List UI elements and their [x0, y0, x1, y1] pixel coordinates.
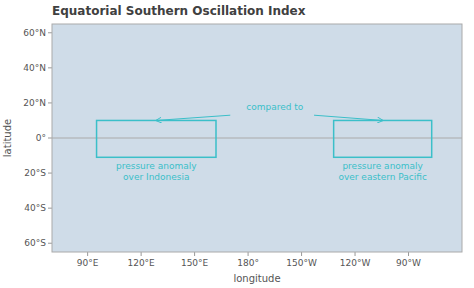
- x-tick-label: 150°W: [286, 258, 317, 268]
- y-tick: [48, 102, 52, 103]
- region-label-line: over eastern Pacific: [338, 172, 427, 182]
- y-tick-label: 40°N: [23, 63, 46, 73]
- y-tick: [48, 32, 52, 33]
- arrow: [314, 115, 383, 120]
- axes: 90°E 120°E 150°E 180° 150°W 120°W 90°W 60°S 40°S…: [23, 28, 421, 268]
- equator-line: [52, 138, 462, 139]
- y-tick-label: 40°S: [24, 203, 46, 213]
- y-tick-label: 0°: [36, 133, 46, 143]
- y-tick-label: 20°N: [23, 98, 46, 108]
- x-tick-label: 150°E: [181, 258, 209, 268]
- x-tick-label: 120°E: [127, 258, 155, 268]
- plot-frame: [52, 24, 462, 252]
- region-label-line: over Indonesia: [123, 172, 189, 182]
- y-tick: [48, 208, 52, 209]
- y-tick-label: 20°S: [24, 168, 46, 178]
- title: Equatorial Southern Oscillation Index: [52, 4, 306, 18]
- arrow: [156, 115, 230, 120]
- region-label-line: pressure anomaly: [116, 161, 197, 171]
- x-tick: [301, 252, 302, 256]
- x-tick: [87, 252, 88, 256]
- y-axis-label: latitude: [2, 119, 13, 157]
- x-tick-label: 90°W: [396, 258, 421, 268]
- x-tick: [194, 252, 195, 256]
- plot-marks: [52, 115, 462, 157]
- y-tick: [48, 173, 52, 174]
- y-tick: [48, 243, 52, 244]
- region-label-line: pressure anomaly: [342, 161, 423, 171]
- y-tick-label: 60°S: [24, 238, 46, 248]
- y-tick: [48, 67, 52, 68]
- region-box: [334, 120, 432, 157]
- region-label: pressure anomalyover eastern Pacific: [338, 161, 427, 182]
- y-tick: [48, 138, 52, 139]
- x-tick: [141, 252, 142, 256]
- chart: 90°E 120°E 150°E 180° 150°W 120°W 90°W 60°S 40°S…: [0, 0, 474, 288]
- annotations: pressure anomalyover Indonesiapressure a…: [116, 102, 427, 183]
- x-tick-label: 120°W: [340, 258, 371, 268]
- region-label: pressure anomalyover Indonesia: [116, 161, 197, 182]
- x-tick: [248, 252, 249, 256]
- annotation-text: compared to: [246, 102, 304, 112]
- x-axis-label: longitude: [233, 273, 280, 284]
- region-box: [97, 120, 216, 157]
- x-tick-label: 90°E: [77, 258, 99, 268]
- x-tick: [408, 252, 409, 256]
- x-tick-label: 180°: [237, 258, 259, 268]
- plot-background: [52, 24, 462, 252]
- y-tick-label: 60°N: [23, 28, 46, 38]
- x-tick: [355, 252, 356, 256]
